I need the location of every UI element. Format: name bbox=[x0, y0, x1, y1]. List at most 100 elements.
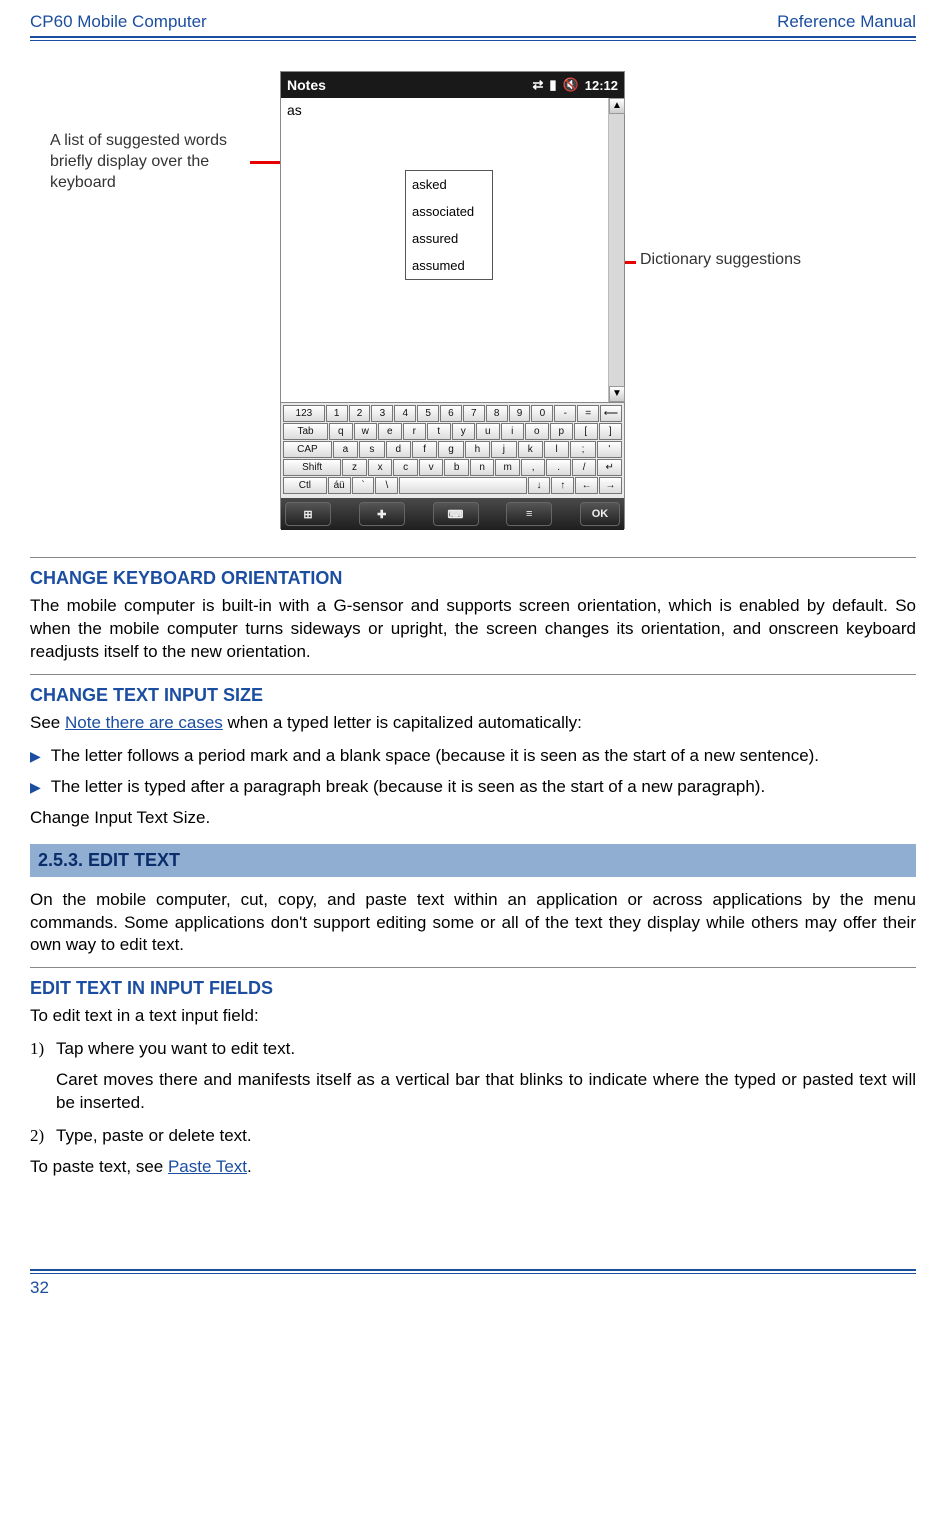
key[interactable]: e bbox=[378, 423, 402, 440]
key[interactable]: i bbox=[501, 423, 525, 440]
key[interactable]: = bbox=[577, 405, 599, 422]
heading-textsize: CHANGE TEXT INPUT SIZE bbox=[30, 685, 916, 706]
key[interactable]: d bbox=[386, 441, 411, 458]
para-paste-ref: To paste text, see Paste Text. bbox=[30, 1156, 916, 1179]
key[interactable]: 3 bbox=[371, 405, 393, 422]
key-ctrl[interactable]: Ctl bbox=[283, 477, 327, 494]
key[interactable]: ↓ bbox=[528, 477, 551, 494]
key[interactable]: z bbox=[342, 459, 367, 476]
key[interactable]: q bbox=[329, 423, 353, 440]
key[interactable]: 7 bbox=[463, 405, 485, 422]
suggestion-item[interactable]: associated bbox=[406, 198, 492, 225]
bullet-text: The letter is typed after a paragraph br… bbox=[51, 777, 765, 796]
key[interactable]: j bbox=[491, 441, 516, 458]
key[interactable]: . bbox=[546, 459, 571, 476]
key[interactable]: p bbox=[550, 423, 574, 440]
header-rule bbox=[30, 36, 916, 41]
key[interactable]: w bbox=[354, 423, 378, 440]
key[interactable]: 1 bbox=[326, 405, 348, 422]
key[interactable]: l bbox=[544, 441, 569, 458]
phone-screenshot: Notes ⇄ ▮ 🔇 12:12 as ▲ ▼ asked associate… bbox=[280, 71, 625, 529]
key[interactable]: ' bbox=[597, 441, 622, 458]
key[interactable]: ] bbox=[599, 423, 623, 440]
footer-rule bbox=[30, 1269, 916, 1274]
key-enter[interactable]: ↵ bbox=[597, 459, 622, 476]
key[interactable]: n bbox=[470, 459, 495, 476]
bullet-1: ▶The letter follows a period mark and a … bbox=[30, 745, 916, 768]
volume-icon: 🔇 bbox=[563, 77, 579, 93]
key[interactable]: k bbox=[518, 441, 543, 458]
new-icon[interactable]: ✚ bbox=[359, 502, 405, 526]
key-tab[interactable]: Tab bbox=[283, 423, 328, 440]
key[interactable]: \ bbox=[375, 477, 398, 494]
key[interactable]: g bbox=[438, 441, 463, 458]
key[interactable]: v bbox=[419, 459, 444, 476]
header-right: Reference Manual bbox=[777, 12, 916, 32]
key[interactable]: [ bbox=[574, 423, 598, 440]
para-orientation: The mobile computer is built-in with a G… bbox=[30, 595, 916, 664]
key[interactable]: 6 bbox=[440, 405, 462, 422]
bullet-2: ▶The letter is typed after a paragraph b… bbox=[30, 776, 916, 799]
key[interactable]: u bbox=[476, 423, 500, 440]
paste-text-link[interactable]: Paste Text bbox=[168, 1157, 247, 1176]
key[interactable]: a bbox=[333, 441, 358, 458]
step-1: 1) Tap where you want to edit text. bbox=[30, 1038, 916, 1061]
para-edit-lead: To edit text in a text input field: bbox=[30, 1005, 916, 1028]
key-shift[interactable]: Shift bbox=[283, 459, 341, 476]
key[interactable]: t bbox=[427, 423, 451, 440]
key[interactable]: o bbox=[525, 423, 549, 440]
bullet-text: The letter follows a period mark and a b… bbox=[51, 746, 819, 765]
key[interactable]: / bbox=[572, 459, 597, 476]
phone-app-title: Notes bbox=[287, 77, 326, 93]
key[interactable]: 4 bbox=[394, 405, 416, 422]
key[interactable]: x bbox=[368, 459, 393, 476]
key[interactable]: f bbox=[412, 441, 437, 458]
key-space[interactable] bbox=[399, 477, 526, 494]
key[interactable]: b bbox=[444, 459, 469, 476]
key[interactable]: h bbox=[465, 441, 490, 458]
key[interactable]: - bbox=[554, 405, 576, 422]
callout-right: Dictionary suggestions bbox=[640, 251, 801, 269]
start-icon[interactable]: ⊞ bbox=[285, 502, 331, 526]
key-caps[interactable]: CAP bbox=[283, 441, 332, 458]
note-cases-link[interactable]: Note there are cases bbox=[65, 713, 223, 732]
scrollbar[interactable]: ▲ ▼ bbox=[608, 98, 624, 402]
key[interactable]: ← bbox=[575, 477, 598, 494]
divider bbox=[30, 674, 916, 675]
key[interactable]: ↑ bbox=[551, 477, 574, 494]
text: . bbox=[247, 1157, 252, 1176]
key[interactable]: 5 bbox=[417, 405, 439, 422]
key[interactable]: → bbox=[599, 477, 622, 494]
step-number: 2) bbox=[30, 1125, 56, 1148]
section-band-edit-text: 2.5.3. EDIT TEXT bbox=[30, 844, 916, 877]
key[interactable]: 123 bbox=[283, 405, 325, 422]
suggestion-item[interactable]: assured bbox=[406, 225, 492, 252]
key[interactable]: 0 bbox=[531, 405, 553, 422]
para-textsize-intro: See Note there are cases when a typed le… bbox=[30, 712, 916, 735]
keyboard-icon[interactable]: ⌨ bbox=[433, 502, 479, 526]
onscreen-keyboard[interactable]: 123 1 2 3 4 5 6 7 8 9 0 - = ⟵ Tab bbox=[281, 402, 624, 498]
ok-button[interactable]: OK bbox=[580, 502, 620, 526]
key[interactable]: s bbox=[359, 441, 384, 458]
key[interactable]: c bbox=[393, 459, 418, 476]
key[interactable]: áü bbox=[328, 477, 351, 494]
key[interactable]: 8 bbox=[486, 405, 508, 422]
key[interactable]: r bbox=[403, 423, 427, 440]
key-backspace[interactable]: ⟵ bbox=[600, 405, 622, 422]
phone-time: 12:12 bbox=[585, 78, 618, 93]
key[interactable]: m bbox=[495, 459, 520, 476]
menu-icon[interactable]: ≡ bbox=[506, 502, 552, 526]
para-change-size: Change Input Text Size. bbox=[30, 807, 916, 830]
key[interactable]: 2 bbox=[349, 405, 371, 422]
suggestion-item[interactable]: asked bbox=[406, 171, 492, 198]
key[interactable]: y bbox=[452, 423, 476, 440]
divider bbox=[30, 557, 916, 558]
key[interactable]: ; bbox=[570, 441, 595, 458]
suggestion-item[interactable]: assumed bbox=[406, 252, 492, 279]
key[interactable]: ` bbox=[352, 477, 375, 494]
key[interactable]: , bbox=[521, 459, 546, 476]
scroll-down-icon[interactable]: ▼ bbox=[609, 386, 625, 402]
suggestion-list[interactable]: asked associated assured assumed bbox=[405, 170, 493, 280]
scroll-up-icon[interactable]: ▲ bbox=[609, 98, 625, 114]
key[interactable]: 9 bbox=[509, 405, 531, 422]
